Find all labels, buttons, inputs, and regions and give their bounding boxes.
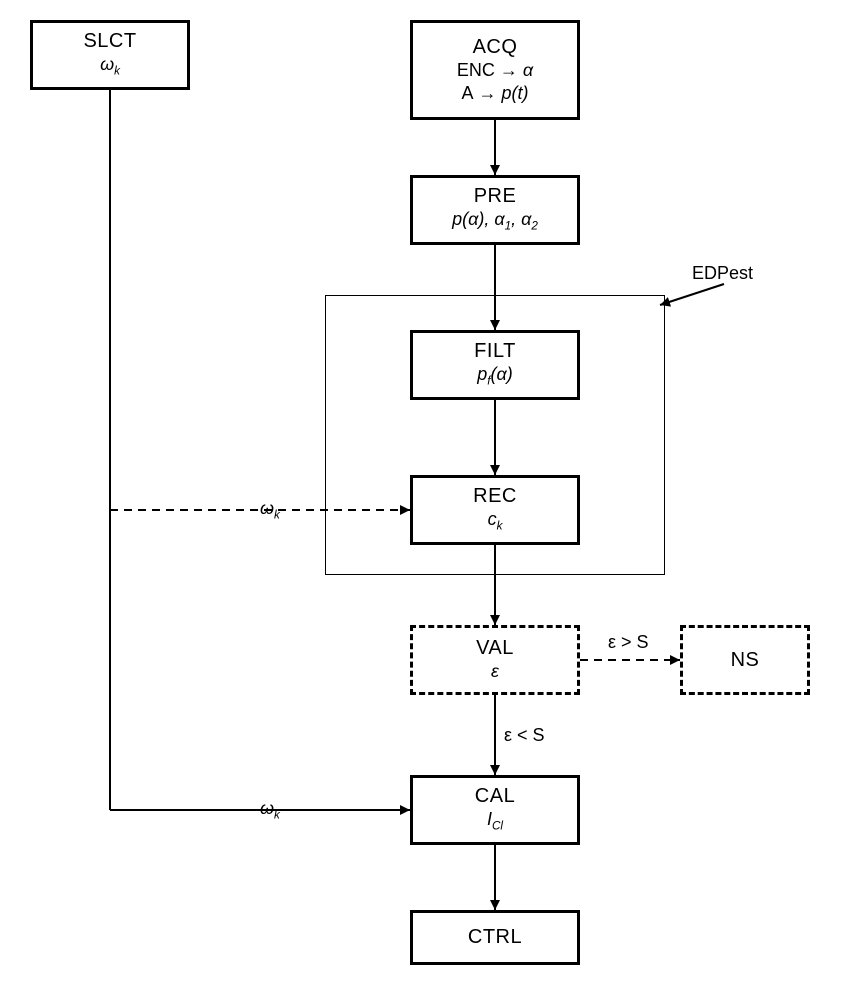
node-val: VAL ε [410, 625, 580, 695]
label-val-ns: ε > S [608, 632, 649, 653]
node-filt-sub: pf(α) [477, 363, 513, 389]
node-cal-title: CAL [475, 785, 515, 808]
label-slct-rec: ωk [260, 498, 280, 522]
node-cal: CAL ICl [410, 775, 580, 845]
group-label-edpest: EDPest [692, 263, 753, 284]
label-val-cal: ε < S [504, 725, 545, 746]
node-cal-sub: ICl [487, 808, 503, 834]
node-filt-title: FILT [474, 340, 516, 363]
node-rec: REC ck [410, 475, 580, 545]
node-slct-sub: ωk [100, 53, 120, 79]
node-acq: ACQ ENC → αA → p(t) [410, 20, 580, 120]
node-rec-sub: ck [488, 508, 503, 534]
node-pre-title: PRE [474, 185, 517, 208]
node-slct-title: SLCT [83, 30, 136, 53]
node-ctrl-title: CTRL [468, 926, 522, 949]
node-rec-title: REC [473, 485, 517, 508]
node-acq-sub: ENC → αA → p(t) [457, 59, 533, 104]
label-slct-cal: ωk [260, 798, 280, 822]
node-pre: PRE p(α), α1, α2 [410, 175, 580, 245]
node-val-sub: ε [491, 660, 499, 683]
node-ns-title: NS [731, 649, 760, 672]
node-ctrl: CTRL [410, 910, 580, 965]
node-acq-title: ACQ [473, 36, 518, 59]
node-val-title: VAL [476, 637, 514, 660]
node-pre-sub: p(α), α1, α2 [452, 208, 538, 234]
node-slct: SLCT ωk [30, 20, 190, 90]
node-filt: FILT pf(α) [410, 330, 580, 400]
node-ns: NS [680, 625, 810, 695]
